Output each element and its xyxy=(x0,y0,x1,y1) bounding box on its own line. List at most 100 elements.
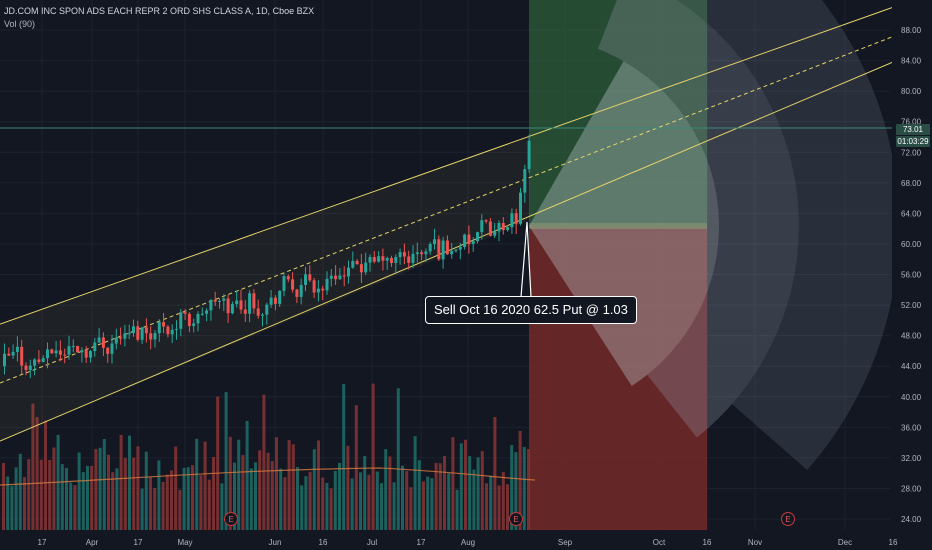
y-axis-background xyxy=(892,0,932,530)
volume-bar xyxy=(279,468,283,530)
volume-indicator-label[interactable]: Vol (90) xyxy=(4,19,36,29)
volume-bar xyxy=(375,471,379,530)
candle-body xyxy=(153,333,157,340)
volume-bar xyxy=(350,478,354,530)
candle-body xyxy=(58,350,62,355)
volume-bar xyxy=(136,446,140,530)
y-tick-label: 24.00 xyxy=(901,515,922,524)
volume-bar xyxy=(308,471,312,530)
x-tick-label: Sep xyxy=(558,538,573,547)
y-axis: 88.00 84.00 80.00 76.00 72.00 68.00 64.00 60.00… xyxy=(892,0,932,530)
volume-bar xyxy=(31,403,35,530)
y-tick-label: 56.00 xyxy=(901,271,922,280)
candle-body xyxy=(205,310,209,314)
volume-bar xyxy=(27,459,31,530)
volume-bar xyxy=(245,420,249,530)
volume-bar xyxy=(371,383,375,530)
volume-bar xyxy=(10,485,14,530)
volume-bar xyxy=(178,489,182,530)
volume-bar xyxy=(510,445,514,530)
candle-body xyxy=(458,247,462,250)
y-tick-label: 28.00 xyxy=(901,484,922,493)
candle-body xyxy=(316,288,320,293)
volume-bar xyxy=(380,483,383,530)
fan-arcs xyxy=(529,0,899,470)
volume-bar xyxy=(115,468,119,530)
volume-bar xyxy=(527,449,530,530)
earnings-marker-aug[interactable]: E xyxy=(509,512,523,526)
candle-body xyxy=(46,349,49,359)
candle-body xyxy=(149,333,153,340)
volume-bar xyxy=(472,469,476,530)
candle-body xyxy=(428,244,432,252)
volume-bar xyxy=(485,483,488,530)
candle-body xyxy=(67,346,71,355)
candle-body xyxy=(484,220,488,222)
candle-body xyxy=(136,326,140,340)
candle-body xyxy=(338,275,342,280)
volume-bar xyxy=(149,477,152,530)
volume-bar xyxy=(258,450,262,530)
x-tick-label: Nov xyxy=(748,538,762,547)
candle-body xyxy=(286,276,290,280)
volume-bar xyxy=(464,439,467,530)
y-tick-label: 84.00 xyxy=(901,57,922,66)
volume-bar xyxy=(401,465,404,530)
candle-body xyxy=(265,304,269,315)
candle-body xyxy=(192,323,196,327)
volume-bar xyxy=(409,487,413,530)
y-tick-label: 72.00 xyxy=(901,148,922,157)
earnings-marker-may[interactable]: E xyxy=(224,512,238,526)
volume-bar xyxy=(451,437,455,530)
earnings-marker-nov[interactable]: E xyxy=(781,512,795,526)
bar-countdown-label: 01:03:29 xyxy=(896,136,930,147)
volume-bar xyxy=(123,457,127,530)
candle-body xyxy=(385,258,389,261)
volume-bar xyxy=(195,438,199,530)
volume-bar xyxy=(48,459,52,530)
candle-body xyxy=(368,257,372,263)
candle-body xyxy=(295,289,299,297)
y-tick-label: 64.00 xyxy=(901,209,922,218)
candle-body xyxy=(230,304,234,314)
candle-body xyxy=(239,300,243,310)
volume-bar xyxy=(338,462,341,530)
volume-bar xyxy=(346,445,350,530)
candle-body xyxy=(514,213,518,224)
volume-bar xyxy=(191,465,194,530)
volume-bar xyxy=(321,477,325,530)
volume-bar xyxy=(86,465,89,530)
volume-bar xyxy=(182,467,186,530)
candle-body xyxy=(321,288,325,291)
candle-body xyxy=(15,346,19,352)
candle-body xyxy=(304,274,307,285)
volume-bar xyxy=(388,456,392,530)
y-tick-label: 48.00 xyxy=(901,332,922,341)
candle-body xyxy=(235,300,239,305)
candle-body xyxy=(243,309,247,314)
volume-bar xyxy=(207,479,211,530)
candle-body xyxy=(420,252,424,255)
volume-bar xyxy=(23,477,26,530)
candle-body xyxy=(41,358,45,363)
risk-reward-zones xyxy=(529,0,707,530)
candle-body xyxy=(209,299,213,311)
volume-bar xyxy=(81,472,85,530)
volume-bar xyxy=(128,435,131,530)
candle-body xyxy=(433,239,436,245)
channel-fill xyxy=(0,135,530,442)
y-tick-label: 76.00 xyxy=(901,118,922,127)
last-price-label: 73.01 xyxy=(896,124,930,135)
candle-body xyxy=(347,267,350,277)
y-tick-label: 52.00 xyxy=(901,301,922,310)
volume-bar xyxy=(367,474,371,530)
volume-bar xyxy=(233,462,236,530)
volume-bar xyxy=(514,452,518,530)
volume-bar xyxy=(522,446,526,530)
candlesticks xyxy=(3,134,531,379)
candle-body xyxy=(476,232,479,242)
candle-body xyxy=(63,354,67,356)
trade-annotation[interactable]: Sell Oct 16 2020 62.5 Put @ 1.03 xyxy=(425,296,637,324)
candle-body xyxy=(398,252,402,257)
